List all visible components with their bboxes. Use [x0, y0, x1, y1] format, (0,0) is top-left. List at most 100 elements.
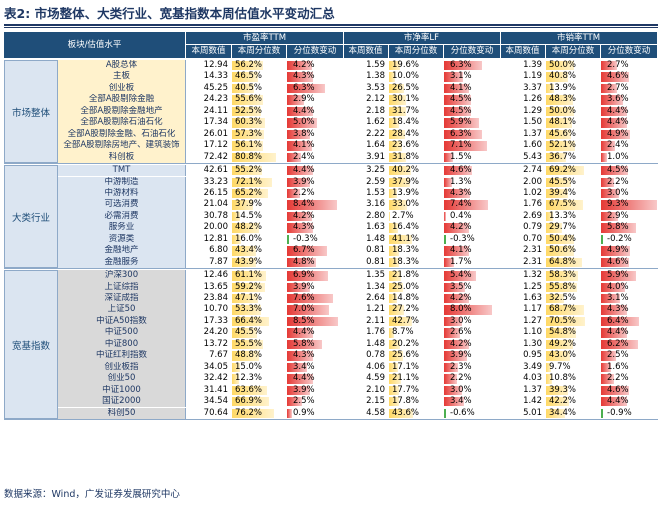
percentile-bar — [232, 106, 261, 117]
value-ps: 1.26 — [523, 94, 542, 105]
percentile-pb: 43.6% — [389, 408, 444, 419]
percentile-text: 68.7% — [549, 304, 577, 315]
change-ps: 9.3% — [601, 199, 658, 210]
header-group-2: 市销率TTM — [500, 32, 658, 45]
percentile-bar — [546, 294, 564, 304]
percentile-text: 21.8% — [392, 270, 420, 281]
change-text: 2.5% — [293, 396, 315, 407]
value-pe: 13.65 — [203, 281, 228, 292]
value-pe: 26.01 — [203, 128, 228, 139]
percentile-bar — [546, 234, 574, 245]
change-pe: 2.9% — [287, 94, 344, 105]
percentile-text: 13.9% — [392, 187, 420, 198]
value-ps: 3.49 — [523, 361, 542, 372]
percentile-pe: 14.5% — [232, 211, 287, 222]
percentile-ps: 69.2% — [546, 165, 601, 176]
percentile-bar — [232, 294, 258, 304]
table-row: 创业50 32.42 12.3% 4.4% 4.59 21.1% 2.2% 4.03 10.8%… — [4, 373, 658, 385]
percentile-text: 54.8% — [549, 327, 577, 338]
value-ps: 1.29 — [523, 105, 542, 116]
value-pb: 1.76 — [366, 327, 385, 338]
change-text: 3.8% — [293, 128, 315, 139]
percentile-text: 19.6% — [392, 60, 420, 70]
percentile-text: 14.8% — [392, 293, 420, 303]
table-row: 主板 14.33 46.5% 4.3% 1.38 10.0% 3.1% 1.19 40.8% 4.… — [4, 71, 658, 83]
percentile-text: 50.4% — [549, 233, 577, 244]
table-row: 深证成指 23.84 47.1% 7.6% 2.64 14.8% 4.2% 1.63 32.5%… — [4, 293, 658, 305]
change-bar — [287, 385, 311, 396]
change-bar — [601, 294, 620, 304]
value-pe: 17.33 — [203, 315, 228, 326]
percentile-text: 41.1% — [392, 233, 420, 244]
value-pb: 1.63 — [366, 222, 385, 233]
change-text: 3.5% — [450, 281, 472, 292]
percentile-bar — [232, 177, 272, 187]
percentile-text: 21.1% — [392, 373, 420, 384]
change-bar — [444, 177, 452, 187]
percentile-pe: 40.5% — [232, 83, 287, 94]
value-ps: 2.69 — [523, 210, 542, 221]
change-text: 3.4% — [293, 361, 315, 372]
change-text: 4.6% — [450, 165, 472, 176]
table-row: 全部A股剔除金融地产 24.11 52.5% 4.4% 2.18 31.7% 4.5% 1.2… — [4, 105, 658, 118]
change-pe: 4.4% — [287, 327, 344, 338]
value-pb: 2.10 — [366, 384, 385, 395]
change-text: 2.3% — [450, 361, 472, 372]
change-text: 3.0% — [607, 187, 629, 198]
percentile-pb: 26.5% — [389, 83, 444, 94]
percentile-bar — [546, 188, 568, 199]
change-ps: 3.6% — [601, 94, 658, 105]
change-bar — [444, 257, 455, 268]
change-bar — [601, 328, 628, 338]
change-pe: 5.0% — [287, 117, 344, 128]
percentile-pb: 17.7% — [389, 385, 444, 396]
percentile-text: 13.9% — [549, 82, 577, 93]
change-pb: 4.2% — [444, 293, 501, 304]
value-pb: 2.59 — [366, 176, 385, 187]
percentile-text: 59.2% — [235, 281, 263, 292]
percentile-bar — [546, 72, 569, 82]
value-ps: 1.50 — [523, 117, 542, 128]
percentile-pb: 2.7% — [389, 211, 444, 222]
header-sub-0-2: 分位数变动 — [287, 45, 344, 58]
percentile-text: 66.4% — [235, 315, 263, 326]
value-ps: 0.70 — [523, 233, 542, 244]
change-text: 2.2% — [607, 373, 629, 384]
percentile-pe: 56.2% — [232, 60, 287, 71]
value-pe: 24.11 — [203, 105, 228, 116]
change-pb: 4.6% — [444, 165, 501, 176]
value-ps: 1.39 — [523, 60, 542, 70]
change-ps: 6.2% — [601, 339, 658, 350]
change-text: 3.0% — [450, 384, 472, 395]
change-bar — [601, 305, 627, 315]
value-pb: 1.35 — [366, 270, 385, 281]
change-bar — [287, 408, 293, 418]
row-name: 资源类 — [58, 233, 186, 246]
percentile-text: 52.5% — [235, 105, 263, 116]
header-col0: 板块/估值水平 — [4, 32, 186, 58]
change-text: 4.5% — [450, 94, 472, 105]
change-bar — [601, 177, 615, 187]
value-ps: 4.03 — [523, 373, 542, 384]
change-ps: 3.0% — [601, 188, 658, 199]
percentile-pe: 80.8% — [232, 152, 287, 163]
percentile-pb: 18.4% — [389, 117, 444, 128]
percentile-pe: 55.5% — [232, 339, 287, 350]
change-text: 2.9% — [293, 94, 315, 105]
percentile-text: 17.8% — [392, 396, 420, 407]
value-pe: 31.41 — [203, 384, 228, 395]
percentile-bar — [232, 234, 241, 245]
table-row: 金融地产 6.80 43.4% 6.7% 0.81 18.3% 4.1% 2.31 50.6% 4… — [4, 245, 658, 257]
change-bar — [444, 72, 463, 82]
change-text: 4.4% — [607, 396, 629, 407]
change-text: 5.9% — [607, 270, 629, 281]
change-text: 4.3% — [293, 71, 315, 82]
row-name: 中证1000 — [58, 384, 186, 397]
percentile-pe: 65.2% — [232, 188, 287, 199]
change-pe: 4.2% — [287, 60, 344, 71]
change-pb: 5.4% — [444, 270, 501, 281]
change-pe: 7.0% — [287, 304, 344, 315]
change-text: 7.4% — [450, 199, 472, 210]
value-ps: 3.37 — [523, 82, 542, 93]
row-name: 可选消费 — [58, 199, 186, 211]
